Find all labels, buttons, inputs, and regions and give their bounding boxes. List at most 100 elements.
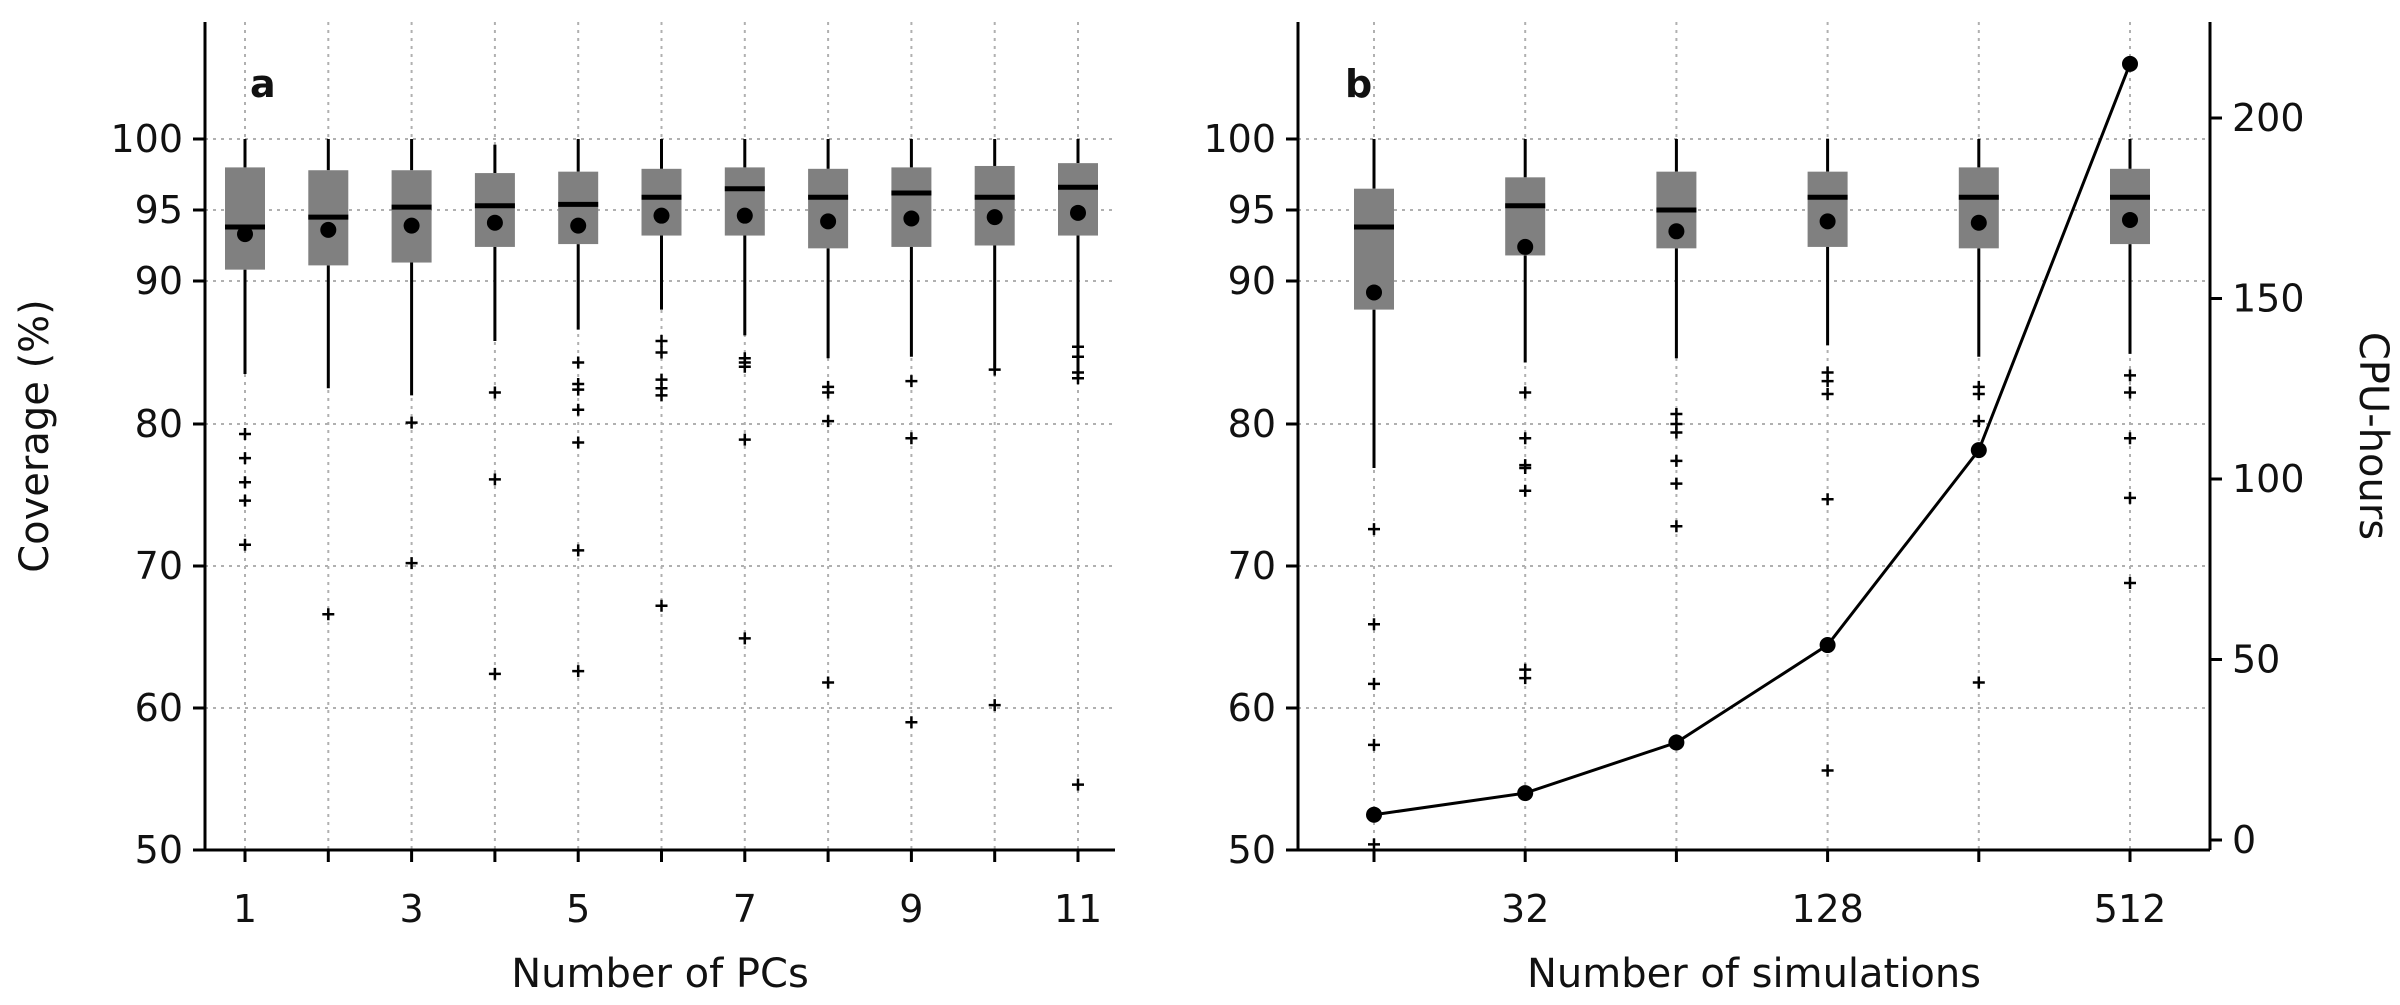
mean-marker [653,207,670,224]
outlier-marker [655,335,668,348]
box-iqr [1807,171,1848,247]
panel-label: b [1345,62,1372,106]
outlier-marker [1368,838,1380,851]
mean-marker [570,217,587,234]
mean-marker [486,214,503,231]
right-y-tick-label: 50 [2232,638,2280,682]
right-axis-title: CPU-hours [2350,332,2396,540]
mean-marker [2122,211,2138,228]
y-tick-label: 80 [1228,402,1276,446]
cpu-hours-point [1970,442,1987,459]
outlier-marker [738,632,751,645]
x-tick-label: 3 [400,887,424,931]
y-tick-label: 80 [135,402,183,446]
box-iqr [2110,168,2150,245]
x-tick-label: 11 [1054,887,1102,931]
outlier-marker [239,452,251,465]
x-tick-label: 5 [566,887,590,931]
outlier-marker [1519,462,1532,475]
outlier-marker [488,473,501,486]
y-tick-label: 95 [135,188,183,232]
mean-marker [986,209,1003,226]
x-tick-label: 32 [1501,887,1549,931]
mean-marker [736,207,753,224]
mean-marker [1366,284,1382,301]
outlier-marker [572,383,585,396]
outlier-marker [572,436,585,449]
y-tick-label: 100 [110,117,183,161]
y-tick-label: 60 [1228,686,1276,730]
outlier-marker [488,386,501,399]
outlier-marker [1072,778,1084,791]
cpu-hours-point [1517,785,1534,802]
outlier-marker [2124,491,2136,504]
outlier-marker [572,665,585,678]
outlier-marker [2124,369,2136,382]
outlier-marker [822,386,835,399]
outlier-marker [1670,407,1683,420]
cpu-hours-point [1819,637,1836,654]
outlier-marker [1821,375,1834,388]
box-iqr [974,165,1015,246]
outlier-marker [2124,577,2136,590]
y-tick-label: 90 [1228,259,1276,303]
outlier-marker [239,476,251,489]
outlier-marker [905,432,918,445]
outlier-marker [1072,340,1084,353]
outlier-marker [405,557,418,570]
outlier-marker [1972,676,1985,689]
box-iqr [474,173,515,247]
mean-marker [820,213,837,230]
mean-marker [1819,213,1836,230]
outlier-marker [1368,523,1380,536]
outlier-marker [1670,520,1683,533]
box-iqr [1958,167,1999,249]
y-tick-label: 50 [135,828,183,872]
y-tick-label: 90 [135,259,183,303]
outlier-marker [1368,738,1380,751]
box-iqr [1058,163,1098,236]
mean-marker [1970,214,1987,231]
y-tick-label: 95 [1228,188,1276,232]
mean-marker [320,221,337,238]
outlier-marker [572,403,585,416]
outlier-marker [572,544,585,557]
x-axis-title: Number of simulations [1527,951,1981,997]
outlier-marker [1821,764,1834,777]
outlier-marker [1519,386,1532,399]
outlier-marker [1972,387,1985,400]
box-iqr [891,167,932,247]
outlier-marker [988,699,1001,712]
outlier-marker [1972,415,1985,428]
y-tick-label: 70 [135,544,183,588]
outlier-marker [239,494,251,507]
outlier-marker [239,427,251,440]
right-y-tick-label: 200 [2232,96,2305,140]
y-tick-label: 100 [1203,117,1276,161]
cpu-hours-point [2122,55,2138,72]
outlier-marker [1519,484,1532,497]
outlier-marker [655,389,668,402]
outlier-marker [988,363,1001,376]
x-tick-label: 1 [233,887,257,931]
y-axis-title: Coverage (%) [12,299,58,573]
mean-marker [1070,204,1086,221]
outlier-marker [1368,677,1380,690]
y-tick-label: 70 [1228,544,1276,588]
outlier-marker [488,667,501,680]
x-tick-label: 512 [2094,887,2167,931]
cpu-hours-line [1373,63,2132,817]
outlier-marker [1821,387,1834,400]
x-tick-label: 7 [733,887,757,931]
outlier-marker [1821,493,1834,506]
outlier-marker [239,538,251,551]
box-iqr [225,167,265,270]
mean-marker [403,217,420,234]
x-axis-title: Number of PCs [511,951,809,997]
x-tick-label: 128 [1791,887,1864,931]
outlier-marker [1368,618,1380,631]
cpu-hours-point [1366,806,1382,823]
outlier-marker [572,356,585,369]
